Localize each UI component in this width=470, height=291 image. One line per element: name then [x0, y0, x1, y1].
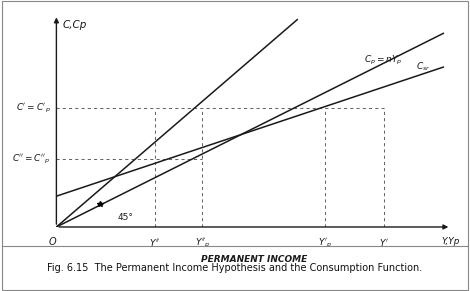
Text: $C_p$$=$$nY_p$: $C_p$$=$$nY_p$	[364, 54, 403, 67]
Text: 45°: 45°	[118, 213, 133, 222]
Text: PERMANENT INCOME: PERMANENT INCOME	[201, 255, 307, 264]
Text: $Y'$: $Y'$	[379, 237, 389, 248]
Text: $C''$$=$$C''_p$: $C''$$=$$C''_p$	[12, 152, 50, 166]
Text: $C_{sr}$: $C_{sr}$	[415, 61, 430, 73]
Text: $Y''_p$: $Y''_p$	[195, 237, 211, 250]
Text: C,Cp: C,Cp	[63, 20, 86, 30]
Text: $C'$$=$$C'_p$: $C'$$=$$C'_p$	[16, 102, 50, 115]
Text: O: O	[48, 237, 56, 246]
Text: $Y'_p$: $Y'_p$	[318, 237, 332, 250]
Text: Y,Yp: Y,Yp	[441, 237, 460, 246]
Text: Fig. 6.15  The Permanent Income Hypothesis and the Consumption Function.: Fig. 6.15 The Permanent Income Hypothesi…	[47, 263, 423, 273]
Text: $Y''$: $Y''$	[149, 237, 161, 248]
